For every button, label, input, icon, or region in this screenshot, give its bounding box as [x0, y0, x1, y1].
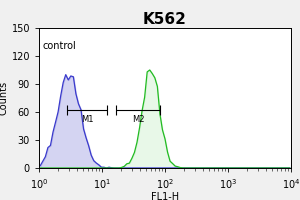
Title: K562: K562 [143, 12, 187, 27]
Text: M2: M2 [132, 115, 144, 124]
Text: M1: M1 [81, 115, 93, 124]
Text: control: control [43, 41, 76, 51]
Y-axis label: Counts: Counts [0, 81, 9, 115]
X-axis label: FL1-H: FL1-H [151, 192, 179, 200]
